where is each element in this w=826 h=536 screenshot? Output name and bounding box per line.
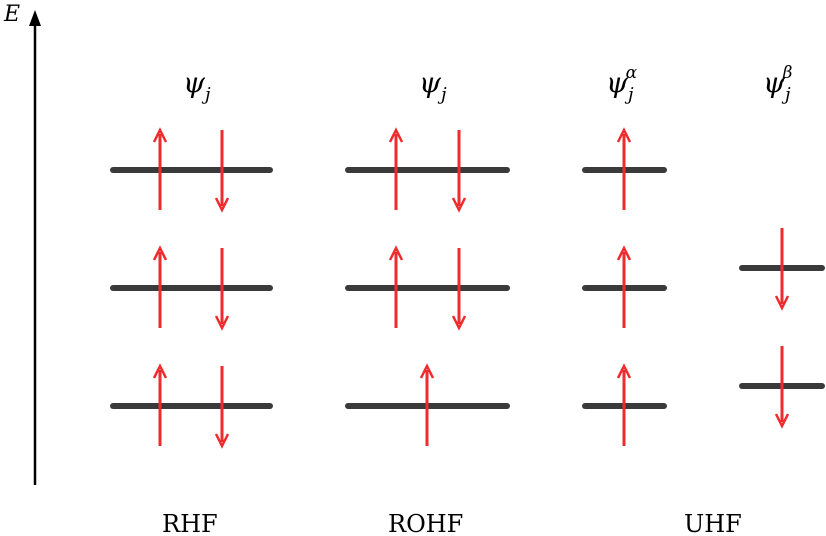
rohf-level-1-spin-up-arrow (388, 127, 404, 210)
rohf-level-1-spin-down-arrow (451, 130, 467, 213)
uhf-beta-level-2-spin-down-arrow (774, 346, 790, 429)
rohf-level-2-spin-up-arrow (388, 245, 404, 328)
rhf-level-2-spin-up-arrow (152, 245, 168, 328)
uhf-beta-level-1-spin-down-arrow (774, 228, 790, 311)
uhf-label: UHF (684, 510, 742, 536)
rhf-level-3-spin-up-arrow (152, 363, 168, 446)
uhf-alpha-orbital-label: ψjα (606, 63, 638, 105)
uhf-beta-orbital-label: ψjβ (763, 63, 793, 105)
rohf-level-2-spin-down-arrow (451, 248, 467, 331)
rohf-label: ROHF (388, 510, 464, 536)
rhf-level-1-spin-down-arrow (214, 130, 230, 213)
energy-axis-label: E (4, 2, 21, 27)
rhf-level-1-spin-up-arrow (152, 127, 168, 210)
energy-axis-arrowhead (29, 10, 41, 26)
uhf-alpha-level-3-spin-up-arrow (616, 363, 632, 446)
levels-layer (110, 127, 825, 449)
rohf-level-3-spin-up-arrow (419, 363, 435, 446)
rhf-label: RHF (162, 510, 218, 536)
rohf-orbital-label: ψj (419, 66, 447, 105)
uhf-alpha-level-2-spin-up-arrow (616, 245, 632, 328)
uhf-alpha-level-1-spin-up-arrow (616, 127, 632, 210)
rhf-orbital-label: ψj (183, 66, 211, 105)
rhf-level-2-spin-down-arrow (214, 248, 230, 331)
rhf-level-3-spin-down-arrow (214, 366, 230, 449)
